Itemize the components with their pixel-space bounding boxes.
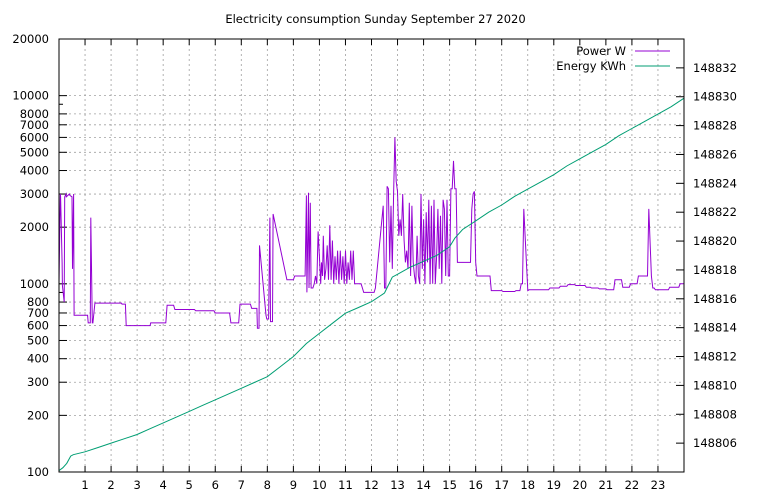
x-tick-label: 9 — [290, 478, 297, 492]
y-tick-label: 1000 — [20, 277, 49, 291]
x-tick-label: 14 — [416, 478, 431, 492]
axis-ticks: 1 2 3 4 5 6 7 8 9 10 11 12 13 14 15 16 17 18 19 20 21 22 23100… — [12, 32, 737, 492]
legend: Power W Energy KWh — [556, 44, 670, 73]
x-tick-label: 12 — [364, 478, 379, 492]
y2-tick-label: 148818 — [693, 263, 737, 277]
plot-frame — [58, 38, 685, 473]
x-tick-label: 11 — [338, 478, 353, 492]
y2-tick-label: 148824 — [693, 176, 737, 190]
y2-tick-label: 148822 — [693, 205, 737, 219]
legend-label-energy: Energy KWh — [556, 59, 626, 73]
x-tick-label: 17 — [494, 478, 509, 492]
y2-tick-label: 148810 — [693, 378, 737, 392]
y-tick-label: 3000 — [20, 187, 49, 201]
y2-tick-label: 148832 — [693, 61, 737, 75]
chart-title: Electricity consumption Sunday September… — [225, 12, 525, 26]
y2-tick-label: 148826 — [693, 147, 737, 161]
x-tick-label: 6 — [212, 478, 219, 492]
x-tick-label: 7 — [238, 478, 245, 492]
y-tick-label: 4000 — [20, 164, 49, 178]
legend-label-power: Power W — [576, 44, 626, 58]
x-tick-label: 15 — [442, 478, 457, 492]
x-tick-label: 23 — [651, 478, 666, 492]
series-line-energy — [58, 97, 685, 472]
y2-tick-label: 148812 — [693, 350, 737, 364]
x-tick-label: 16 — [468, 478, 483, 492]
grid — [59, 39, 684, 472]
series — [58, 97, 685, 472]
y2-tick-label: 148816 — [693, 292, 737, 306]
y-tick-label: 10000 — [12, 89, 49, 103]
x-tick-label: 4 — [160, 478, 167, 492]
x-tick-label: 22 — [625, 478, 640, 492]
y-tick-label: 8000 — [20, 107, 49, 121]
y-tick-label: 100 — [27, 465, 49, 479]
series-line-power — [58, 137, 684, 329]
x-tick-label: 13 — [390, 478, 405, 492]
y-tick-label: 600 — [27, 319, 49, 333]
x-tick-label: 19 — [546, 478, 561, 492]
y-tick-label: 20000 — [12, 32, 49, 46]
x-tick-label: 20 — [573, 478, 588, 492]
y2-tick-label: 148814 — [693, 321, 737, 335]
x-tick-label: 18 — [520, 478, 535, 492]
y-tick-label: 5000 — [20, 145, 49, 159]
y2-tick-label: 148806 — [693, 436, 737, 450]
y-tick-label: 200 — [27, 408, 49, 422]
x-tick-label: 3 — [133, 478, 140, 492]
y-tick-label: 6000 — [20, 130, 49, 144]
y-tick-label: 2000 — [20, 220, 49, 234]
x-tick-label: 2 — [107, 478, 114, 492]
x-tick-label: 8 — [264, 478, 271, 492]
y-tick-label: 300 — [27, 375, 49, 389]
x-tick-label: 21 — [599, 478, 614, 492]
x-tick-label: 1 — [81, 478, 88, 492]
x-tick-label: 5 — [186, 478, 193, 492]
y2-tick-label: 148828 — [693, 119, 737, 133]
y-tick-label: 700 — [27, 306, 49, 320]
y2-tick-label: 148820 — [693, 234, 737, 248]
y2-tick-label: 148808 — [693, 407, 737, 421]
y-tick-label: 800 — [27, 295, 49, 309]
y-tick-label: 7000 — [20, 118, 49, 132]
x-tick-label: 10 — [312, 478, 327, 492]
y-tick-label: 500 — [27, 333, 49, 347]
y2-tick-label: 148830 — [693, 90, 737, 104]
y-tick-label: 400 — [27, 352, 49, 366]
